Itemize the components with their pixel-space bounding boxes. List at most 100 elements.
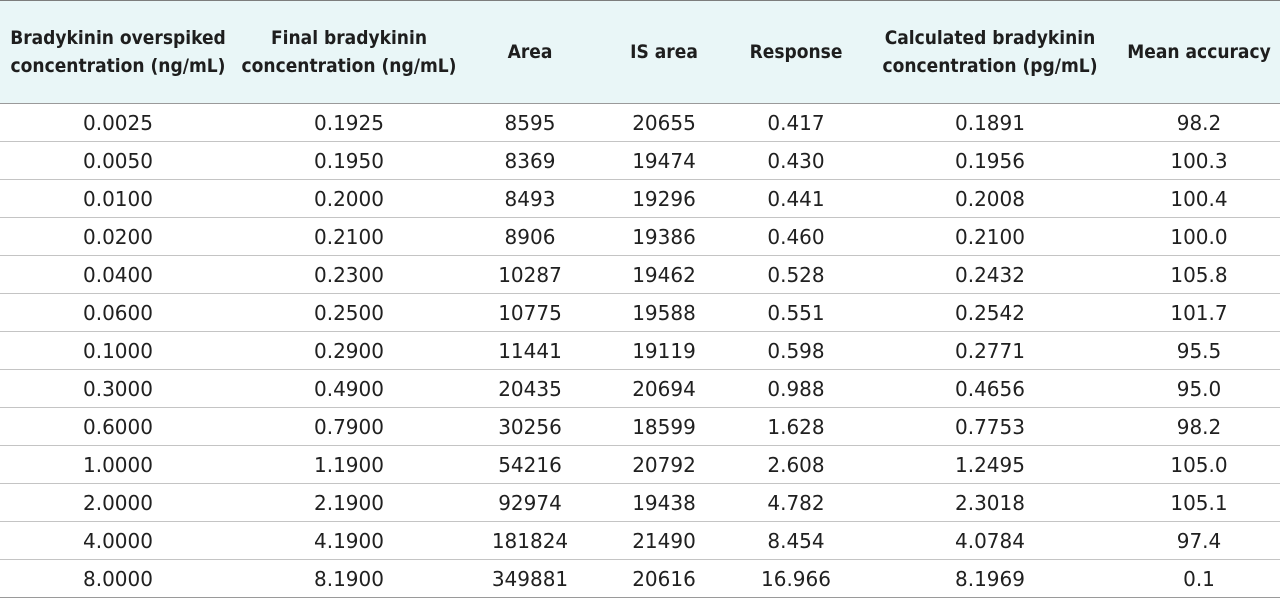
cell-calculated-concentration: 0.2432 xyxy=(862,255,1118,294)
cell-calculated-concentration: 0.2100 xyxy=(862,217,1118,256)
cell-calculated-concentration: 1.2495 xyxy=(862,445,1118,484)
cell-mean-accuracy: 0.1 xyxy=(1118,559,1280,598)
cell-calculated-concentration: 4.0784 xyxy=(862,521,1118,560)
cell-overspiked-concentration: 0.0400 xyxy=(0,255,236,294)
header-mean-accuracy: Mean accuracy xyxy=(1118,1,1280,104)
cell-response: 2.608 xyxy=(730,445,862,484)
cell-final-concentration: 0.2300 xyxy=(236,255,462,294)
cell-overspiked-concentration: 0.0600 xyxy=(0,293,236,332)
table-row: 8.0000 8.1900 349881 20616 16.966 8.1969 0.1 xyxy=(0,559,1280,598)
cell-area: 11441 xyxy=(462,331,598,370)
cell-response: 0.441 xyxy=(730,179,862,218)
table-row: 0.0200 0.2100 8906 19386 0.460 0.2100 100.0 xyxy=(0,217,1280,256)
cell-final-concentration: 0.2100 xyxy=(236,217,462,256)
cell-area: 54216 xyxy=(462,445,598,484)
cell-is-area: 19386 xyxy=(598,217,730,256)
cell-final-concentration: 0.2900 xyxy=(236,331,462,370)
cell-final-concentration: 8.1900 xyxy=(236,559,462,598)
cell-area: 30256 xyxy=(462,407,598,446)
cell-overspiked-concentration: 0.0050 xyxy=(0,141,236,180)
cell-mean-accuracy: 95.5 xyxy=(1118,331,1280,370)
cell-is-area: 20694 xyxy=(598,369,730,408)
cell-is-area: 19119 xyxy=(598,331,730,370)
cell-final-concentration: 0.7900 xyxy=(236,407,462,446)
table-row: 0.0600 0.2500 10775 19588 0.551 0.2542 101.7 xyxy=(0,293,1280,332)
table-row: 0.1000 0.2900 11441 19119 0.598 0.2771 95.5 xyxy=(0,331,1280,370)
cell-calculated-concentration: 0.2542 xyxy=(862,293,1118,332)
cell-area: 10287 xyxy=(462,255,598,294)
cell-calculated-concentration: 0.1956 xyxy=(862,141,1118,180)
cell-calculated-concentration: 0.1891 xyxy=(862,103,1118,142)
cell-area: 8595 xyxy=(462,103,598,142)
cell-is-area: 20792 xyxy=(598,445,730,484)
cell-mean-accuracy: 100.0 xyxy=(1118,217,1280,256)
cell-response: 0.528 xyxy=(730,255,862,294)
cell-area: 181824 xyxy=(462,521,598,560)
header-response: Response xyxy=(730,1,862,104)
cell-area: 10775 xyxy=(462,293,598,332)
cell-is-area: 20655 xyxy=(598,103,730,142)
header-row: Bradykinin overspiked concentration (ng/… xyxy=(0,1,1280,104)
cell-area: 8369 xyxy=(462,141,598,180)
cell-response: 0.598 xyxy=(730,331,862,370)
table-row: 2.0000 2.1900 92974 19438 4.782 2.3018 105.1 xyxy=(0,483,1280,522)
table-row: 0.0025 0.1925 8595 20655 0.417 0.1891 98.2 xyxy=(0,103,1280,142)
table-header: Bradykinin overspiked concentration (ng/… xyxy=(0,1,1280,104)
cell-is-area: 19474 xyxy=(598,141,730,180)
cell-calculated-concentration: 0.2771 xyxy=(862,331,1118,370)
cell-mean-accuracy: 95.0 xyxy=(1118,369,1280,408)
cell-area: 92974 xyxy=(462,483,598,522)
cell-final-concentration: 0.2000 xyxy=(236,179,462,218)
cell-overspiked-concentration: 4.0000 xyxy=(0,521,236,560)
cell-final-concentration: 2.1900 xyxy=(236,483,462,522)
cell-is-area: 19462 xyxy=(598,255,730,294)
cell-overspiked-concentration: 0.0025 xyxy=(0,103,236,142)
header-final-concentration: Final bradykinin concentration (ng/mL) xyxy=(236,1,462,104)
table-row: 0.0100 0.2000 8493 19296 0.441 0.2008 100.4 xyxy=(0,179,1280,218)
cell-area: 8906 xyxy=(462,217,598,256)
cell-overspiked-concentration: 0.0200 xyxy=(0,217,236,256)
table-row: 0.0050 0.1950 8369 19474 0.430 0.1956 100.3 xyxy=(0,141,1280,180)
cell-mean-accuracy: 100.3 xyxy=(1118,141,1280,180)
cell-is-area: 20616 xyxy=(598,559,730,598)
cell-mean-accuracy: 100.4 xyxy=(1118,179,1280,218)
cell-response: 0.417 xyxy=(730,103,862,142)
cell-area: 349881 xyxy=(462,559,598,598)
cell-overspiked-concentration: 8.0000 xyxy=(0,559,236,598)
cell-mean-accuracy: 101.7 xyxy=(1118,293,1280,332)
cell-final-concentration: 1.1900 xyxy=(236,445,462,484)
cell-final-concentration: 0.4900 xyxy=(236,369,462,408)
cell-calculated-concentration: 8.1969 xyxy=(862,559,1118,598)
cell-overspiked-concentration: 0.1000 xyxy=(0,331,236,370)
cell-final-concentration: 0.1950 xyxy=(236,141,462,180)
cell-mean-accuracy: 98.2 xyxy=(1118,407,1280,446)
cell-mean-accuracy: 105.0 xyxy=(1118,445,1280,484)
cell-response: 0.460 xyxy=(730,217,862,256)
cell-mean-accuracy: 105.1 xyxy=(1118,483,1280,522)
table-row: 0.6000 0.7900 30256 18599 1.628 0.7753 98.2 xyxy=(0,407,1280,446)
cell-response: 16.966 xyxy=(730,559,862,598)
table-body: 0.0025 0.1925 8595 20655 0.417 0.1891 98.2 0.00… xyxy=(0,103,1280,598)
table-row: 0.0400 0.2300 10287 19462 0.528 0.2432 105.8 xyxy=(0,255,1280,294)
cell-mean-accuracy: 105.8 xyxy=(1118,255,1280,294)
cell-final-concentration: 0.1925 xyxy=(236,103,462,142)
cell-area: 20435 xyxy=(462,369,598,408)
header-is-area: IS area xyxy=(598,1,730,104)
table-row: 1.0000 1.1900 54216 20792 2.608 1.2495 105.0 xyxy=(0,445,1280,484)
cell-overspiked-concentration: 0.3000 xyxy=(0,369,236,408)
cell-mean-accuracy: 98.2 xyxy=(1118,103,1280,142)
table-row: 0.3000 0.4900 20435 20694 0.988 0.4656 95.0 xyxy=(0,369,1280,408)
cell-is-area: 19438 xyxy=(598,483,730,522)
cell-response: 8.454 xyxy=(730,521,862,560)
table-row: 4.0000 4.1900 181824 21490 8.454 4.0784 97.4 xyxy=(0,521,1280,560)
cell-overspiked-concentration: 0.0100 xyxy=(0,179,236,218)
cell-response: 0.988 xyxy=(730,369,862,408)
cell-mean-accuracy: 97.4 xyxy=(1118,521,1280,560)
cell-response: 1.628 xyxy=(730,407,862,446)
cell-calculated-concentration: 0.4656 xyxy=(862,369,1118,408)
cell-response: 4.782 xyxy=(730,483,862,522)
cell-is-area: 19588 xyxy=(598,293,730,332)
cell-response: 0.430 xyxy=(730,141,862,180)
